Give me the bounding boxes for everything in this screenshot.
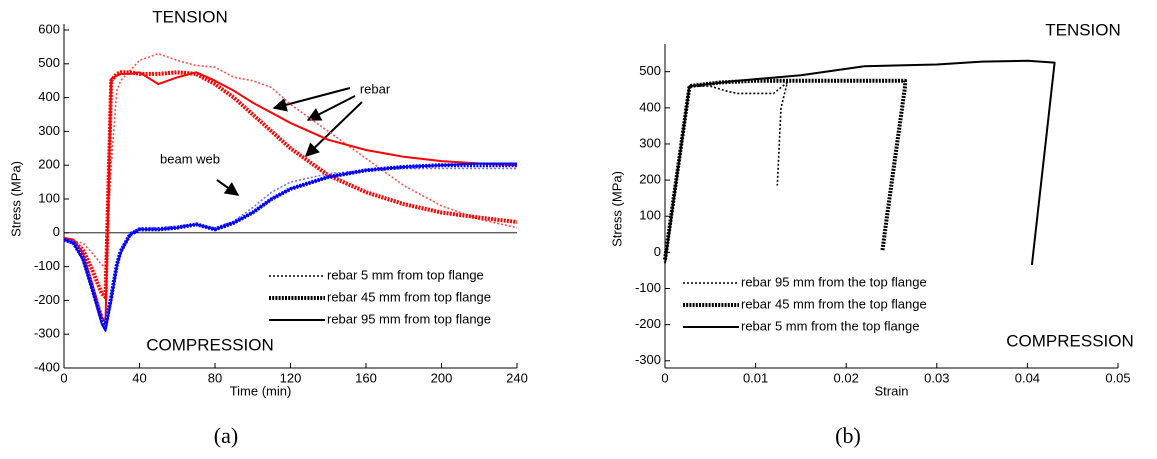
y-axis-label: Stress (MPa) (8, 161, 23, 237)
arrow (304, 101, 363, 157)
annotation: COMPRESSION (1006, 331, 1134, 350)
x-tick-label: 0 (661, 370, 668, 385)
legend-label: rebar 45 mm from top flange (327, 289, 491, 304)
x-tick-label: 80 (208, 370, 222, 385)
x-tick-label: 160 (355, 370, 377, 385)
caption: (a) (214, 423, 238, 448)
y-tick-label: 400 (38, 89, 60, 104)
y-tick-label: 200 (639, 172, 661, 187)
y-tick-label: 400 (639, 99, 661, 114)
x-axis-label: Strain (875, 383, 909, 398)
series-line (664, 81, 789, 260)
arrow (306, 95, 356, 121)
y-tick-label: -400 (34, 359, 60, 374)
x-tick-label: 240 (506, 370, 528, 385)
y-tick-label: -200 (635, 316, 661, 331)
legend-label: rebar 95 mm from top flange (327, 311, 491, 326)
series-line (63, 71, 518, 324)
y-tick-label: -300 (34, 326, 60, 341)
legend-label: rebar 45 mm from the top flange (741, 296, 927, 311)
y-tick-label: -100 (635, 280, 661, 295)
x-tick-label: 0.04 (1015, 370, 1040, 385)
series-line (664, 59, 1056, 266)
series-line (63, 70, 518, 299)
x-tick-label: 40 (132, 370, 146, 385)
annotation: TENSION (1045, 20, 1121, 39)
legend-label: rebar 5 mm from the top flange (741, 318, 919, 333)
annotation: rebar (360, 81, 391, 96)
y-tick-label: 100 (639, 208, 661, 223)
annotation: COMPRESSION (146, 335, 274, 354)
y-tick-label: 600 (38, 21, 60, 36)
y-tick-label: 500 (38, 55, 60, 70)
y-tick-label: 0 (654, 244, 661, 259)
arrow (216, 179, 240, 196)
series-line (63, 52, 518, 268)
x-tick-label: 200 (431, 370, 453, 385)
caption: (b) (835, 423, 861, 448)
x-tick-label: 0.01 (743, 370, 768, 385)
y-tick-label: 200 (38, 157, 60, 172)
y-tick-label: 300 (639, 135, 661, 150)
y-tick-label: -300 (635, 352, 661, 367)
x-tick-label: 0.02 (834, 370, 859, 385)
y-tick-label: -200 (34, 292, 60, 307)
series-line (663, 78, 908, 260)
x-tick-label: 0 (60, 370, 67, 385)
x-tick-label: 0.03 (924, 370, 949, 385)
series-line (63, 162, 517, 332)
x-tick-label: 120 (280, 370, 302, 385)
y-tick-label: 500 (639, 63, 661, 78)
y-axis-label: Stress (MPa) (609, 171, 624, 247)
arrow (272, 87, 351, 112)
y-tick-label: 100 (38, 190, 60, 205)
legend-label: rebar 95 mm from the top flange (741, 274, 927, 289)
legend-label: rebar 5 mm from top flange (327, 267, 484, 282)
y-tick-label: -100 (34, 258, 60, 273)
y-tick-label: 0 (53, 224, 60, 239)
y-tick-label: 300 (38, 123, 60, 138)
annotation: TENSION (152, 7, 228, 26)
annotation: beam web (160, 151, 220, 166)
x-tick-label: 0.05 (1105, 370, 1130, 385)
x-axis-label: Time (min) (230, 383, 292, 398)
arrows (216, 87, 363, 196)
